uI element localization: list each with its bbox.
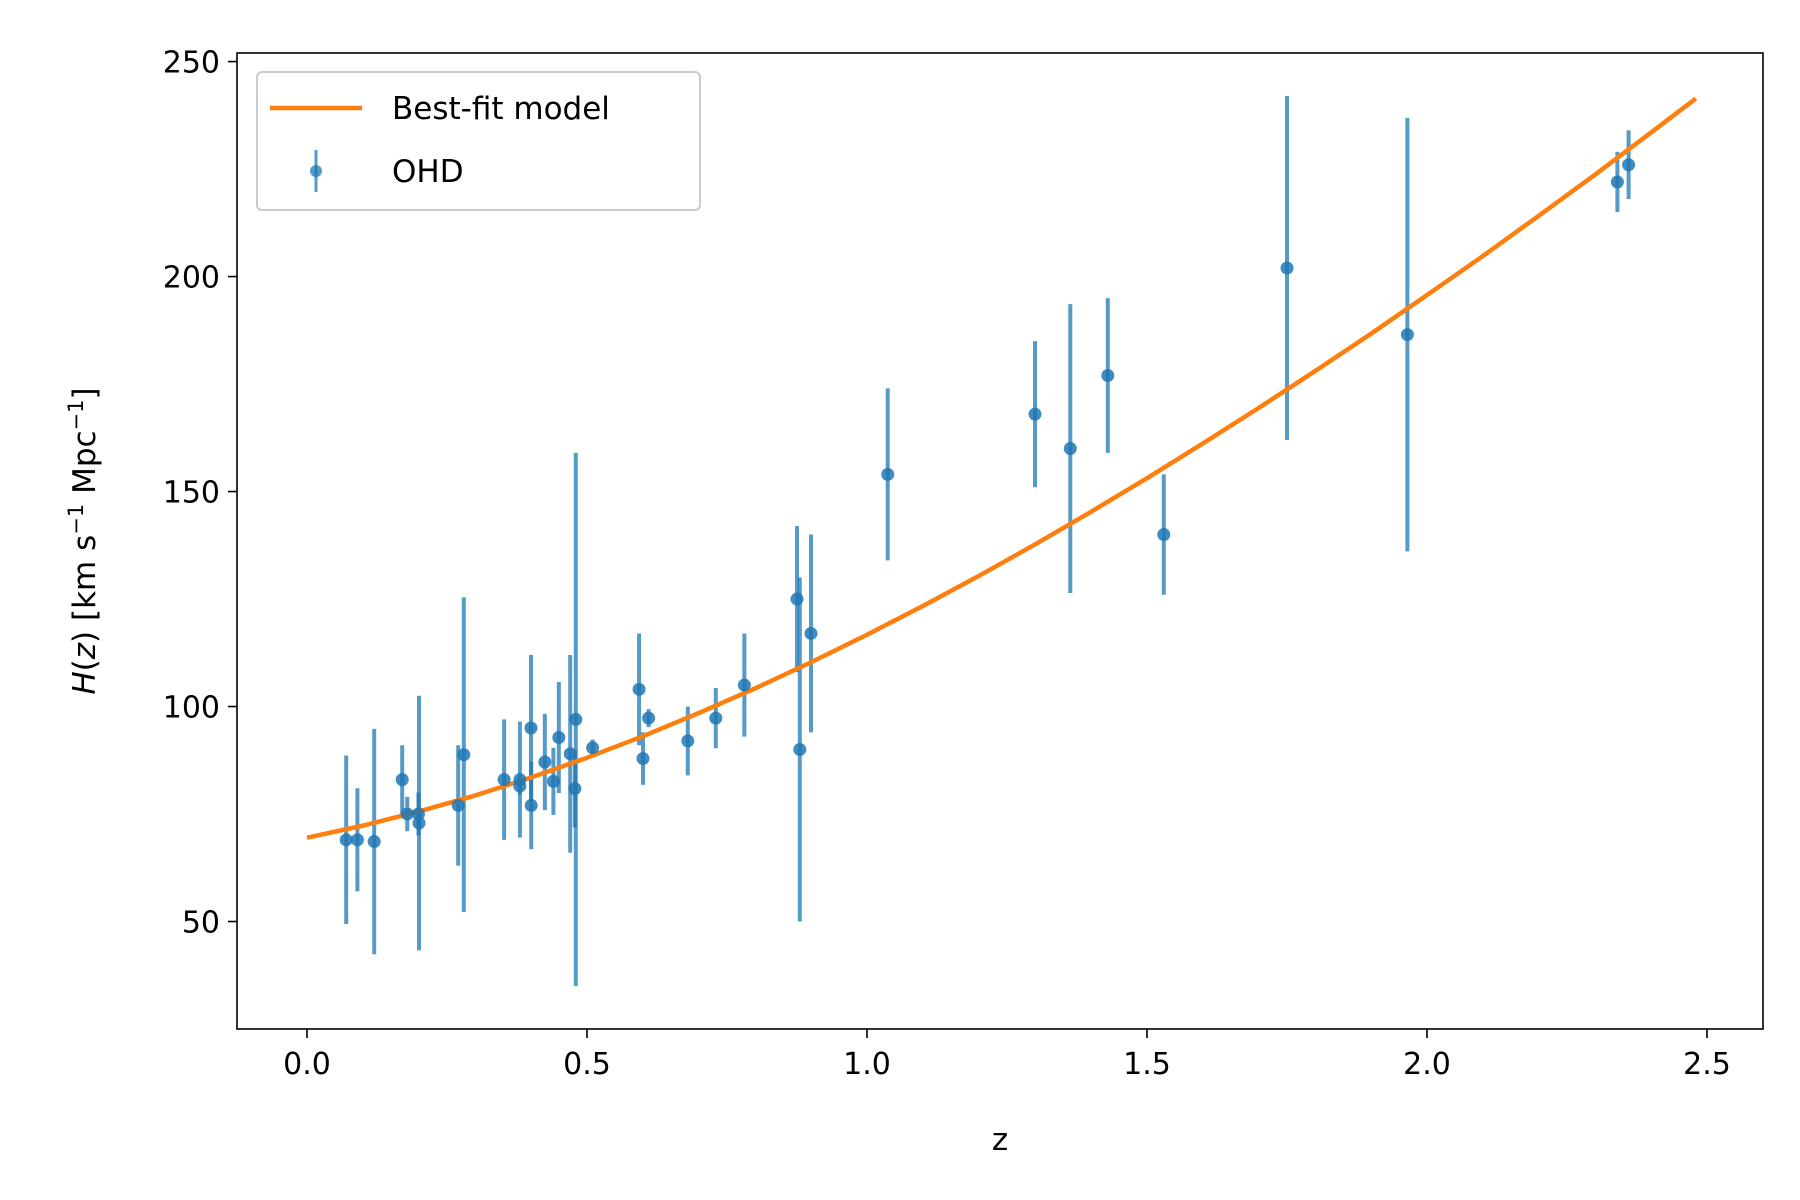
legend: Best-fit model OHD (256, 71, 701, 211)
x-tick-label-1: 0.5 (563, 1047, 611, 1082)
y-tick-label-2: 150 (163, 476, 220, 511)
ohd-point-14 (538, 755, 552, 769)
ohd-point-9 (497, 773, 511, 787)
y-tick-label-0: 50 (182, 906, 220, 941)
ohd-point-4 (400, 807, 414, 821)
legend-box (256, 71, 701, 211)
y-tick-label-3: 200 (163, 261, 220, 296)
x-tick-label-0: 0.0 (283, 1047, 331, 1082)
ohd-point-21 (632, 682, 646, 696)
y-tick-label-1: 100 (163, 691, 220, 726)
ohd-point-38 (1622, 158, 1636, 172)
ohd-point-2 (367, 835, 381, 849)
ohd-point-35 (1280, 261, 1294, 275)
y-axis-label-sup1: −1 (64, 504, 88, 535)
plot-area (237, 53, 1763, 1029)
ohd-point-32 (1063, 442, 1077, 456)
ohd-point-15 (546, 774, 560, 788)
ohd-point-22 (636, 752, 650, 766)
y-axis-label-paren-close: ) (67, 631, 103, 643)
ohd-point-0 (339, 833, 353, 847)
ohd-point-26 (737, 678, 751, 692)
x-tick-label-2: 1.0 (843, 1047, 891, 1082)
ohd-point-20 (586, 741, 600, 755)
x-tick-label-5: 2.5 (1683, 1047, 1731, 1082)
ohd-point-8 (457, 748, 471, 762)
ohd-point-17 (563, 747, 577, 761)
ohd-point-37 (1610, 175, 1624, 189)
ohd-point-25 (709, 711, 723, 725)
ohd-point-6 (412, 816, 426, 830)
ohd-point-11 (513, 773, 527, 787)
y-tick-label-4: 250 (163, 46, 220, 81)
y-axis-label-paren-open: ( (67, 659, 103, 671)
ohd-point-24 (681, 734, 695, 748)
ohd-point-34 (1157, 528, 1171, 542)
ohd-points (339, 158, 1636, 849)
y-axis-label-units-b: Mpc (67, 430, 103, 503)
legend-ohd-label: OHD (392, 154, 464, 190)
y-axis-label-units-a: [km s (67, 535, 103, 631)
legend-ohd-point-swatch (310, 165, 322, 177)
y-axis-label-var: H (67, 671, 103, 694)
y-axis-label-arg: z (67, 642, 103, 660)
model-line (306, 96, 1698, 840)
ohd-point-16 (552, 730, 566, 744)
y-axis: 50 100 150 200 250 (163, 46, 237, 941)
ohd-point-28 (793, 743, 807, 757)
ohd-point-3 (395, 773, 409, 787)
ohd-point-18 (568, 782, 582, 796)
ohd-point-19 (569, 712, 583, 726)
x-tick-label-4: 2.0 (1403, 1047, 1451, 1082)
legend-model-label: Best-fit model (392, 91, 610, 127)
ohd-point-27 (790, 592, 804, 606)
ohd-point-13 (524, 798, 538, 812)
y-axis-label-sup2: −1 (64, 399, 88, 430)
ohd-point-23 (642, 711, 656, 725)
model-series (306, 96, 1698, 840)
ohd-point-29 (804, 626, 818, 640)
ohd-point-36 (1400, 328, 1414, 342)
ohd-point-12 (524, 721, 538, 735)
x-axis: 0.0 0.5 1.0 1.5 2.0 2.5 (283, 1029, 1731, 1082)
x-axis-label: z (992, 1122, 1008, 1158)
y-axis-label: H(z) [km s−1 Mpc−1] (64, 387, 103, 694)
ohd-point-1 (350, 833, 364, 847)
ohd-point-30 (881, 467, 895, 481)
ohd-point-31 (1028, 407, 1042, 421)
x-tick-label-3: 1.5 (1123, 1047, 1171, 1082)
ohd-point-33 (1101, 368, 1115, 382)
plot-frame (236, 52, 1764, 1030)
ohd-point-7 (451, 798, 465, 812)
y-axis-label-units-c: ] (67, 387, 103, 399)
